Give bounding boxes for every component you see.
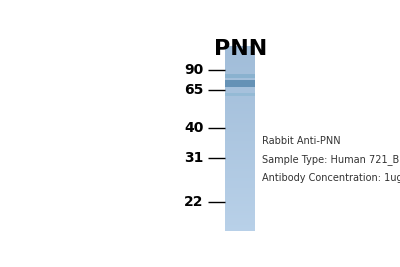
Bar [225, 46, 254, 49]
Bar [225, 104, 254, 107]
Bar [225, 111, 254, 113]
Bar [225, 134, 254, 137]
Bar [225, 190, 254, 192]
Bar [225, 129, 254, 132]
Bar [225, 155, 254, 158]
Bar [225, 81, 254, 83]
Bar [225, 183, 254, 185]
Bar [225, 171, 254, 174]
Bar [225, 143, 254, 146]
Bar [225, 132, 254, 134]
Bar [225, 120, 254, 123]
Bar [225, 213, 254, 215]
Bar [225, 192, 254, 194]
Bar [225, 109, 254, 111]
Bar [225, 169, 254, 171]
Bar [225, 92, 254, 95]
Bar [225, 49, 254, 51]
Text: 90: 90 [184, 63, 204, 77]
Bar [225, 53, 254, 56]
Bar [225, 176, 254, 178]
Bar [225, 199, 254, 201]
Bar [225, 150, 254, 153]
Text: PNN: PNN [214, 39, 267, 59]
Bar [225, 146, 254, 148]
Bar [225, 229, 254, 231]
Bar [225, 224, 254, 227]
Bar [225, 106, 254, 109]
Bar [225, 113, 254, 116]
Bar [225, 51, 254, 53]
Text: 22: 22 [184, 195, 204, 209]
Text: Rabbit Anti-PNN: Rabbit Anti-PNN [262, 136, 341, 146]
Bar [225, 185, 254, 187]
Bar [225, 90, 254, 93]
Text: 65: 65 [184, 83, 204, 97]
Bar [225, 220, 254, 222]
Bar [225, 60, 254, 63]
Bar [225, 116, 254, 118]
Bar [225, 160, 254, 162]
Bar [225, 80, 254, 87]
Bar [225, 65, 254, 67]
Bar [225, 139, 254, 141]
Bar [225, 74, 254, 77]
Bar [225, 85, 254, 88]
Bar [225, 76, 254, 79]
Bar [225, 180, 254, 183]
Bar [225, 174, 254, 176]
Bar [225, 58, 254, 60]
Bar [225, 118, 254, 120]
Bar [225, 203, 254, 206]
Bar [225, 69, 254, 72]
Bar [225, 83, 254, 86]
Bar [225, 206, 254, 208]
Bar [225, 62, 254, 65]
Bar [225, 215, 254, 218]
Text: 40: 40 [184, 121, 204, 135]
Bar [225, 197, 254, 199]
Bar [225, 67, 254, 70]
Text: Sample Type: Human 721_B: Sample Type: Human 721_B [262, 154, 400, 165]
Bar [225, 99, 254, 102]
Bar [225, 125, 254, 127]
Bar [225, 97, 254, 100]
Bar [225, 208, 254, 211]
Bar [225, 187, 254, 190]
Text: 31: 31 [184, 151, 204, 166]
Bar [225, 56, 254, 58]
Bar [225, 136, 254, 139]
Bar [225, 153, 254, 155]
Bar [225, 201, 254, 204]
Bar [225, 102, 254, 104]
Bar [225, 194, 254, 197]
Bar [225, 88, 254, 90]
Bar [225, 148, 254, 151]
Bar [225, 227, 254, 229]
Bar [225, 162, 254, 164]
Bar [225, 178, 254, 180]
Bar [225, 74, 254, 78]
Bar [225, 210, 254, 213]
Bar [225, 141, 254, 144]
Bar [225, 222, 254, 225]
Bar [225, 127, 254, 130]
Bar [225, 72, 254, 74]
Bar [225, 93, 254, 96]
Bar [225, 95, 254, 97]
Bar [225, 167, 254, 169]
Text: Antibody Concentration: 1ug/mL: Antibody Concentration: 1ug/mL [262, 173, 400, 183]
Bar [225, 123, 254, 125]
Bar [225, 157, 254, 160]
Bar [225, 164, 254, 167]
Bar [225, 78, 254, 81]
Bar [225, 217, 254, 220]
